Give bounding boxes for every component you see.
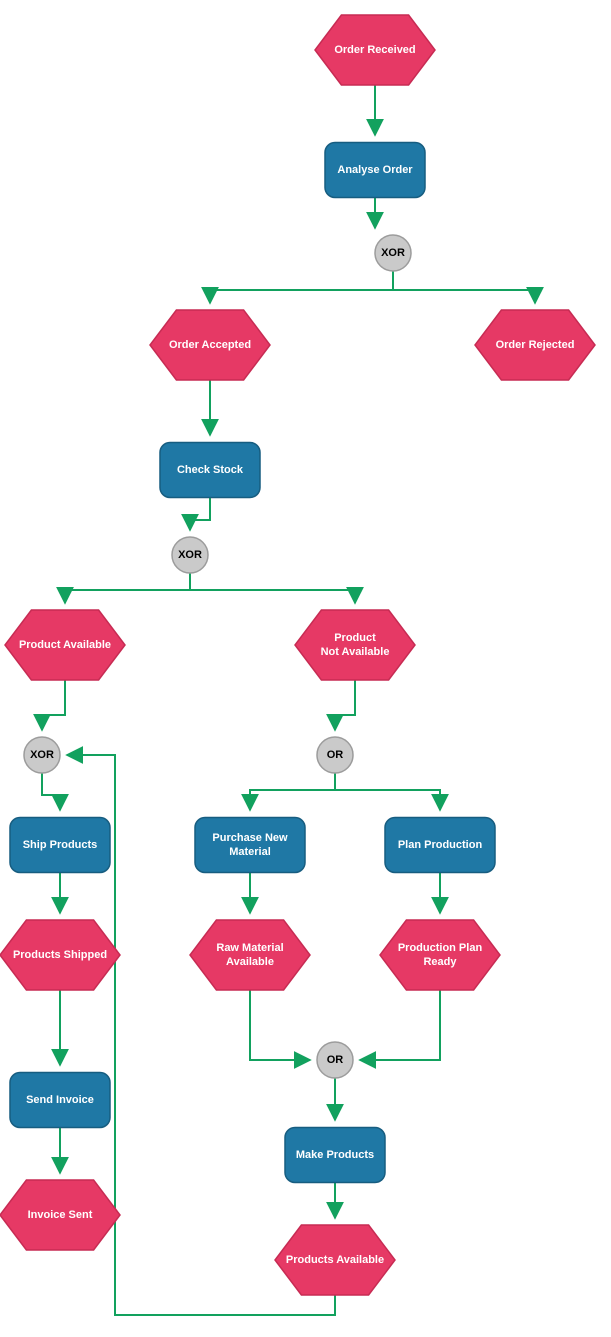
node-label: Analyse Order [337, 164, 413, 176]
edge [210, 271, 393, 303]
edge [190, 573, 355, 603]
edge [360, 990, 440, 1060]
node-label: Order Received [334, 44, 415, 56]
node-label: OR [327, 749, 344, 761]
node-label: Order Rejected [496, 339, 575, 351]
node-order_accepted: Order Accepted [150, 310, 270, 380]
node-label: Raw Material [216, 942, 283, 954]
node-prod_plan_ready: Production Plan Ready [380, 920, 500, 990]
node-label: Send Invoice [26, 1094, 94, 1106]
node-label: Order Accepted [169, 339, 251, 351]
node-label: Invoice Sent [28, 1209, 93, 1221]
node-or1: OR [317, 737, 353, 773]
node-check_stock: Check Stock [160, 443, 260, 498]
node-label: XOR [30, 749, 54, 761]
node-label: Ship Products [23, 839, 98, 851]
node-product_avail: Product Available [5, 610, 125, 680]
edge [42, 773, 60, 810]
node-label: Products Available [286, 1254, 384, 1266]
node-plan_prod: Plan Production [385, 818, 495, 873]
node-make_products: Make Products [285, 1128, 385, 1183]
epc-flowchart: Order Received Analyse Order XOR Order Acce… [0, 0, 611, 1337]
node-label: Make Products [296, 1149, 374, 1161]
node-label: XOR [178, 549, 202, 561]
node-label: Production Plan [398, 942, 483, 954]
edge [250, 990, 310, 1060]
node-purchase_mat: Purchase New Material [195, 818, 305, 873]
edge [335, 680, 355, 730]
node-label: Plan Production [398, 839, 483, 851]
node-products_shipped: Products Shipped [0, 920, 120, 990]
node-product_not_avail: Product Not Available [295, 610, 415, 680]
node-label: OR [327, 1054, 344, 1066]
node-label: Ready [423, 956, 457, 968]
node-analyse_order: Analyse Order [325, 143, 425, 198]
edge [190, 498, 210, 530]
node-label: Not Available [321, 646, 390, 658]
node-label: XOR [381, 247, 405, 259]
node-label: Check Stock [177, 464, 244, 476]
node-order_received: Order Received [315, 15, 435, 85]
edge [250, 773, 335, 810]
node-xor3: XOR [24, 737, 60, 773]
edge [335, 773, 440, 810]
edge [42, 680, 65, 730]
node-products_avail2: Products Available [275, 1225, 395, 1295]
node-xor2: XOR [172, 537, 208, 573]
node-label: Product Available [19, 639, 111, 651]
edge [393, 271, 535, 303]
node-or2: OR [317, 1042, 353, 1078]
node-label: Purchase New [212, 832, 288, 844]
node-order_rejected: Order Rejected [475, 310, 595, 380]
node-raw_mat_avail: Raw Material Available [190, 920, 310, 990]
node-label: Products Shipped [13, 949, 107, 961]
nodes: Order Received Analyse Order XOR Order Acce… [0, 15, 595, 1295]
node-label: Available [226, 956, 274, 968]
node-xor1: XOR [375, 235, 411, 271]
node-label: Material [229, 846, 271, 858]
node-send_invoice: Send Invoice [10, 1073, 110, 1128]
node-invoice_sent: Invoice Sent [0, 1180, 120, 1250]
node-label: Product [334, 632, 376, 644]
edge [65, 573, 190, 603]
node-ship_products: Ship Products [10, 818, 110, 873]
